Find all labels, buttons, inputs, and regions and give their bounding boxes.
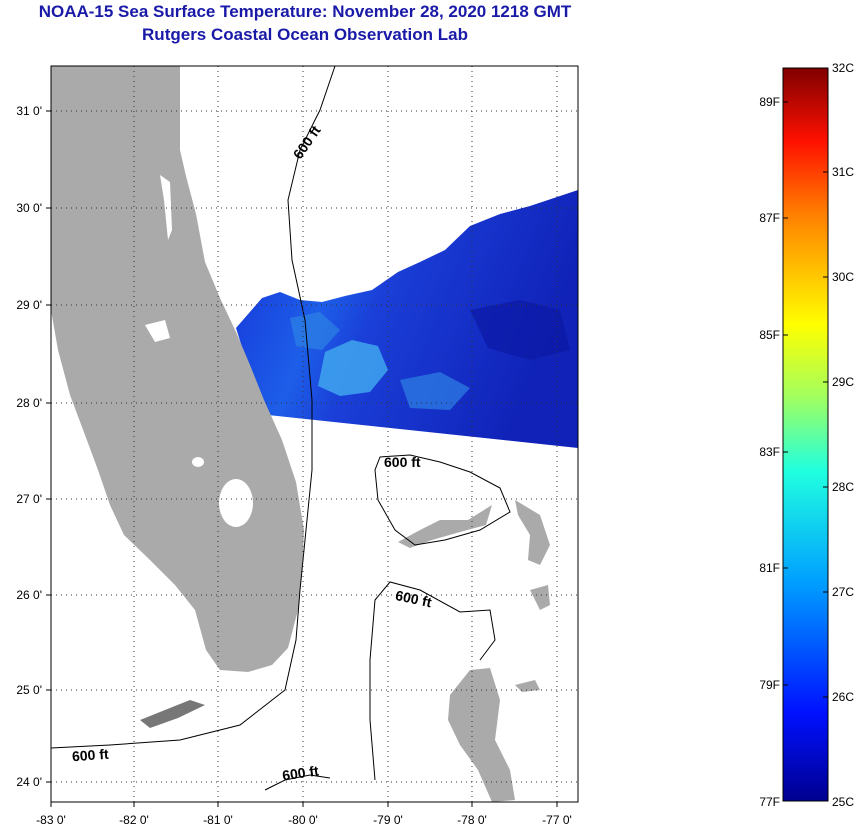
bahama-bank-small <box>515 680 540 692</box>
lon-label-77: -77 0' <box>542 813 572 827</box>
isobath-label-west: 600 ft <box>71 746 109 765</box>
colorbar-f-85: 85F <box>759 328 780 342</box>
colorbar-c-29: 29C <box>832 375 855 389</box>
lon-label-83: -83 0' <box>36 813 66 827</box>
colorbar-c-27: 27C <box>832 585 855 599</box>
colorbar-f-83: 83F <box>759 445 780 459</box>
lat-label-29: 29 0' <box>16 298 42 312</box>
florida-keys <box>140 700 205 728</box>
andros <box>448 668 515 802</box>
isobath-label-south: 600 ft <box>281 762 320 783</box>
colorbar-c-28: 28C <box>832 480 855 494</box>
lat-label-30: 30 0' <box>16 201 42 215</box>
isobath-south <box>264 774 331 791</box>
colorbar-f-87: 87F <box>759 211 780 225</box>
sst-warm-patch-2 <box>290 312 470 410</box>
title-line-1: NOAA-15 Sea Surface Temperature: Novembe… <box>38 2 572 21</box>
abaco <box>515 500 550 565</box>
isobath-label-bahamas: 600 ft <box>384 454 421 470</box>
sst-deep-patch <box>470 300 570 360</box>
grand-bahama <box>398 505 492 548</box>
lat-label-28: 28 0' <box>16 396 42 410</box>
lon-label-78: -78 0' <box>457 813 487 827</box>
colorbar-f-79: 79F <box>759 678 780 692</box>
lon-label-80: -80 0' <box>288 813 318 827</box>
isobath-label-bahamas-south: 600 ft <box>394 587 433 610</box>
lon-label-79: -79 0' <box>373 813 403 827</box>
colorbar-f-77: 77F <box>759 795 780 809</box>
inland-lake <box>192 457 204 467</box>
map-frame <box>50 65 579 803</box>
colorbar-c-30: 30C <box>832 270 855 284</box>
lat-label-25: 25 0' <box>16 683 42 697</box>
axis-ticks <box>46 110 558 807</box>
sst-warm-patch <box>318 340 388 396</box>
lake-okeechobee <box>219 479 253 527</box>
lat-label-31: 31 0' <box>16 104 42 118</box>
isobath-bahamas-south <box>369 581 496 781</box>
colorbar-f-89: 89F <box>759 95 780 109</box>
eleuthera <box>530 585 550 610</box>
colorbar-f-81: 81F <box>759 561 780 575</box>
colorbar-c-31: 31C <box>832 165 855 179</box>
colorbar-c-26: 26C <box>832 690 855 704</box>
lat-label-27: 27 0' <box>16 492 42 506</box>
colorbar-c-32: 32C <box>832 61 855 75</box>
title-line-2: Rutgers Coastal Ocean Observation Lab <box>142 25 468 44</box>
lat-label-26: 26 0' <box>16 588 42 602</box>
lat-label-24: 24 0' <box>16 775 42 789</box>
isobath-florida <box>51 66 336 749</box>
colorbar <box>782 67 829 802</box>
colorbar-c-25: 25C <box>832 795 855 809</box>
lon-label-81: -81 0' <box>203 813 233 827</box>
lon-label-82: -82 0' <box>119 813 149 827</box>
inland-water <box>145 320 170 342</box>
colorbar-ticks <box>783 101 828 698</box>
isobath-bahamas-north <box>374 454 511 546</box>
